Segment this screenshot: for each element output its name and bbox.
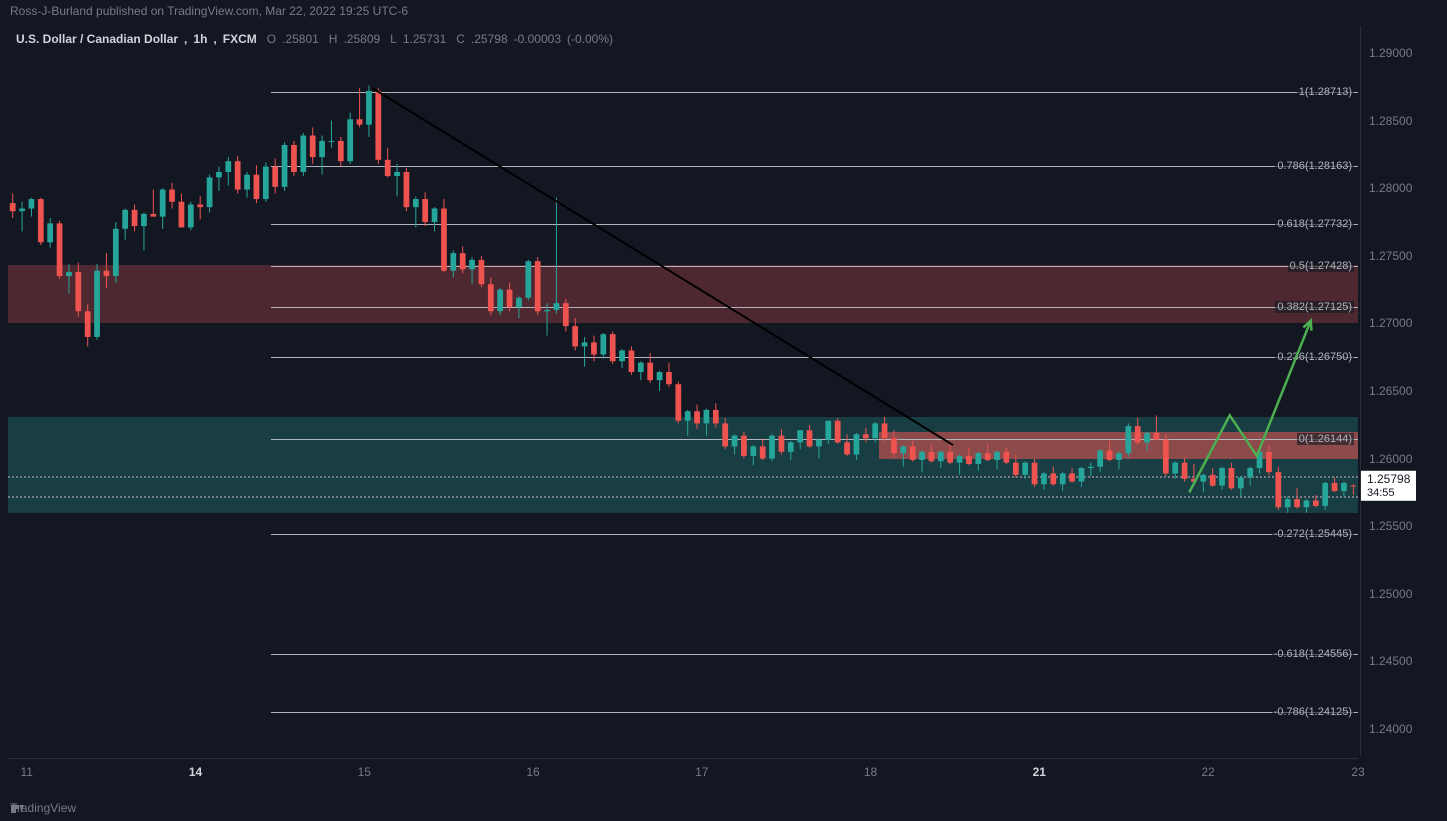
current-price-label[interactable]: 1.2579834:55: [1361, 471, 1416, 501]
time-tick: 23: [1351, 765, 1364, 779]
time-axis[interactable]: 111415161718212223: [8, 758, 1358, 786]
tv-logo-icon: [10, 801, 24, 815]
time-tick: 22: [1201, 765, 1214, 779]
publish-info-text: Ross-J-Burland published on TradingView.…: [10, 4, 408, 18]
price-tick: 1.25500: [1369, 519, 1412, 533]
tradingview-logo[interactable]: TradingView: [10, 801, 76, 815]
price-tick: 1.26000: [1369, 452, 1412, 466]
price-tick: 1.25000: [1369, 587, 1412, 601]
publish-header: Ross-J-Burland published on TradingView.…: [0, 0, 1447, 24]
trend-line: [373, 88, 954, 445]
price-tick: 1.28000: [1369, 181, 1412, 195]
time-tick: 14: [189, 765, 202, 779]
price-tick: 1.24500: [1369, 654, 1412, 668]
time-tick: 15: [358, 765, 371, 779]
price-tick: 1.28500: [1369, 114, 1412, 128]
time-tick: 18: [864, 765, 877, 779]
price-tick: 1.27000: [1369, 316, 1412, 330]
chart-svg-layer: [8, 26, 1358, 756]
projection-arrow: [1189, 321, 1311, 493]
price-tick: 1.26500: [1369, 384, 1412, 398]
time-tick: 11: [21, 765, 33, 779]
price-tick: 1.24000: [1369, 722, 1412, 736]
time-tick: 17: [695, 765, 708, 779]
time-tick: 21: [1033, 765, 1046, 779]
chart-pane[interactable]: 1(1.28713)0.786(1.28163)0.618(1.27732)0.…: [8, 26, 1358, 756]
price-tick: 1.27500: [1369, 249, 1412, 263]
price-axis[interactable]: 1.29000 1.28500 1.28000 1.27500 1.27000 1.265…: [1360, 26, 1440, 756]
price-tick: 1.29000: [1369, 46, 1412, 60]
time-tick: 16: [526, 765, 539, 779]
